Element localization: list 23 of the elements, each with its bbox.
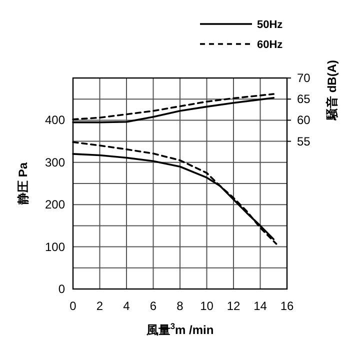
x-tick-label: 14 <box>254 299 268 313</box>
x-axis-title: 風量$^{3}$m /min <box>145 321 214 337</box>
y2-axis-title: 騒音 dB(A) <box>325 60 339 121</box>
y-tick-label: 100 <box>44 240 66 254</box>
x-tick-label: 6 <box>150 299 157 313</box>
x-tick-label: 2 <box>96 299 104 313</box>
y-tick-label: 0 <box>58 282 66 296</box>
y2-tick-label: 65 <box>297 92 311 106</box>
x-tick-label: 4 <box>123 299 130 313</box>
y-tick-label: 200 <box>44 198 66 212</box>
y-tick-label: 300 <box>44 155 66 170</box>
y2-tick-label: 55 <box>297 134 311 148</box>
y-tick-label: 400 <box>44 113 66 128</box>
x-tick-label: 12 <box>226 299 240 313</box>
legend-label: 60Hz <box>257 39 284 51</box>
y-axis-title: 静圧 Pa <box>16 162 30 206</box>
x-tick-label: 16 <box>280 299 294 313</box>
y2-tick-label: 70 <box>297 71 311 85</box>
y2-tick-label: 60 <box>297 113 311 128</box>
x-tick-label: 0 <box>70 299 77 313</box>
x-tick-label: 8 <box>176 299 184 313</box>
legend-label: 50Hz <box>257 19 284 31</box>
x-tick-label: 10 <box>200 299 214 313</box>
